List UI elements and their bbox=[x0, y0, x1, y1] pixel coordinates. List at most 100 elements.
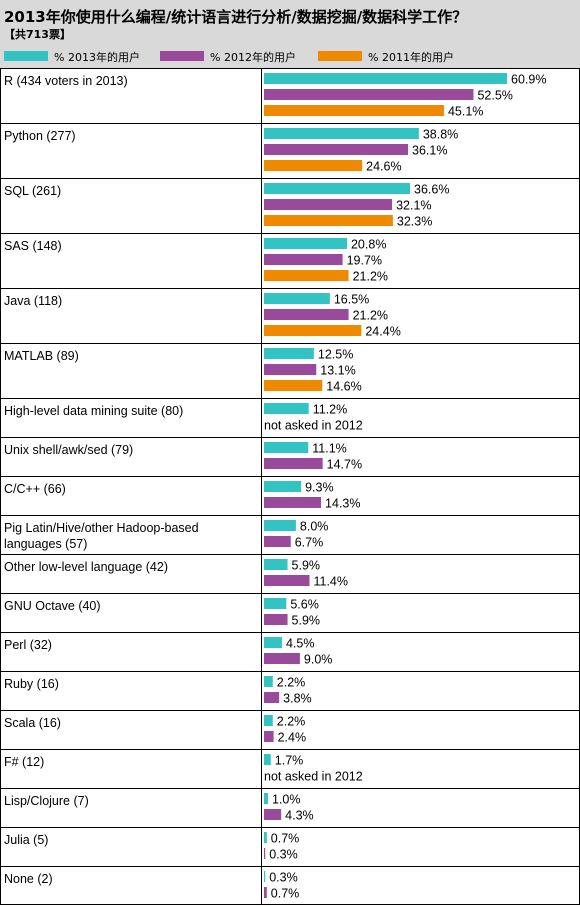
bar-2013 bbox=[264, 348, 314, 359]
category-label: Python (277) bbox=[4, 129, 76, 143]
value-label-2013: 11.2% bbox=[313, 403, 348, 417]
bar-2013 bbox=[264, 128, 419, 139]
value-label-2013: 8.0% bbox=[300, 520, 329, 534]
value-label-2013: 5.9% bbox=[292, 559, 321, 573]
bar-2011 bbox=[264, 105, 444, 116]
bar-2012 bbox=[264, 497, 322, 508]
chart-subtitle: 【共713票】 bbox=[4, 28, 71, 41]
value-label-2013: 2.2% bbox=[277, 676, 306, 690]
value-label-2013: 12.5% bbox=[318, 348, 353, 362]
value-label-2012: 6.7% bbox=[295, 536, 324, 550]
legend-swatch-2013 bbox=[4, 51, 48, 61]
bar-2012 bbox=[264, 692, 280, 703]
value-label-2012: 36.1% bbox=[412, 144, 447, 158]
bar-2012 bbox=[264, 199, 393, 210]
chart-header: 2013年你使用什么编程/统计语言进行分析/数据挖掘/数据科学工作？ 【共713… bbox=[0, 0, 580, 68]
value-label-2011: 14.6% bbox=[326, 380, 361, 394]
value-label-2013: 20.8% bbox=[351, 238, 386, 252]
category-label: Unix shell/awk/sed (79) bbox=[4, 443, 133, 457]
value-label-2012: 9.0% bbox=[304, 653, 333, 667]
bar-2013 bbox=[264, 754, 271, 765]
legend-item-2013: % 2013年的用户 bbox=[4, 48, 144, 64]
value-label-2011: 32.3% bbox=[397, 215, 432, 229]
bar-2011 bbox=[264, 325, 362, 336]
category-label: MATLAB (89) bbox=[4, 349, 79, 363]
category-label: GNU Octave (40) bbox=[4, 599, 101, 613]
bar-2013 bbox=[264, 73, 507, 84]
value-label-2013: 0.7% bbox=[271, 832, 300, 846]
bar-2013 bbox=[264, 676, 273, 687]
category-label: Julia (5) bbox=[4, 833, 48, 847]
value-label-2013: 4.5% bbox=[286, 637, 315, 651]
bar-2013 bbox=[264, 293, 330, 304]
legend-label-2012: % 2012年的用户 bbox=[210, 51, 296, 64]
bar-2012 bbox=[264, 887, 267, 898]
bar-2013 bbox=[264, 637, 282, 648]
value-label-2012: 19.7% bbox=[347, 254, 382, 268]
bar-2011 bbox=[264, 160, 363, 171]
value-label-2011: 21.2% bbox=[353, 270, 388, 284]
bar-2013 bbox=[264, 871, 266, 882]
category-label: None (2) bbox=[4, 872, 53, 886]
value-label-2011: 24.4% bbox=[365, 325, 400, 339]
category-label: F# (12) bbox=[4, 755, 44, 769]
legend-item-2011: % 2011年的用户 bbox=[318, 48, 478, 64]
category-label: High-level data mining suite (80) bbox=[4, 404, 183, 418]
category-label: Lisp/Clojure (7) bbox=[4, 794, 89, 808]
bar-2012 bbox=[264, 848, 266, 859]
bar-2013 bbox=[264, 832, 267, 843]
legend-item-2012: % 2012年的用户 bbox=[160, 48, 310, 64]
bar-2013 bbox=[264, 183, 411, 194]
value-label-2013: 9.3% bbox=[305, 481, 334, 495]
bar-2013 bbox=[264, 598, 287, 609]
bar-2012 bbox=[264, 144, 409, 155]
bar-2012 bbox=[264, 653, 300, 664]
bar-2013 bbox=[264, 238, 347, 249]
bar-2013 bbox=[264, 481, 302, 492]
bar-2012 bbox=[264, 364, 317, 375]
category-label: Ruby (16) bbox=[4, 677, 59, 691]
value-label-2013: 1.0% bbox=[272, 793, 301, 807]
value-label-2011: 45.1% bbox=[448, 105, 483, 119]
category-label: C/C++ (66) bbox=[4, 482, 66, 496]
value-label-2012: 0.7% bbox=[271, 887, 300, 901]
bar-2011 bbox=[264, 380, 323, 391]
bar-2012 bbox=[264, 536, 291, 547]
category-label: Pig Latin/Hive/other Hadoop-based languag… bbox=[4, 521, 199, 551]
bar-2012 bbox=[264, 809, 282, 820]
value-label-2012: 14.3% bbox=[325, 497, 360, 511]
note-label-2012: not asked in 2012 bbox=[264, 770, 363, 784]
value-label-2012: 5.9% bbox=[292, 614, 321, 628]
value-label-2013: 11.1% bbox=[312, 442, 347, 456]
value-label-2013: 16.5% bbox=[334, 293, 369, 307]
legend-label-2011: % 2011年的用户 bbox=[368, 51, 454, 64]
category-label: Other low-level language (42) bbox=[4, 560, 168, 574]
value-label-2013: 60.9% bbox=[511, 73, 546, 87]
category-label: R (434 voters in 2013) bbox=[4, 74, 128, 88]
category-label: SQL (261) bbox=[4, 184, 61, 198]
legend-label-2013: % 2013年的用户 bbox=[54, 51, 140, 64]
bar-2013 bbox=[264, 520, 296, 531]
value-label-2013: 5.6% bbox=[290, 598, 319, 612]
value-label-2013: 36.6% bbox=[414, 183, 449, 197]
value-label-2013: 2.2% bbox=[277, 715, 306, 729]
value-label-2012: 14.7% bbox=[327, 458, 362, 472]
value-label-2012: 3.8% bbox=[283, 692, 312, 706]
bar-2012 bbox=[264, 575, 310, 586]
bar-2012 bbox=[264, 731, 274, 742]
value-label-2013: 38.8% bbox=[423, 128, 458, 142]
bar-2013 bbox=[264, 715, 273, 726]
bar-2012 bbox=[264, 614, 288, 625]
bar-2013 bbox=[264, 559, 288, 570]
bar-2013 bbox=[264, 793, 268, 804]
note-label-2012: not asked in 2012 bbox=[264, 419, 363, 433]
bar-2011 bbox=[264, 215, 393, 226]
chart-title: 2013年你使用什么编程/统计语言进行分析/数据挖掘/数据科学工作？ bbox=[4, 8, 468, 26]
category-label: Java (118) bbox=[4, 294, 62, 308]
bar-2011 bbox=[264, 270, 349, 281]
legend-swatch-2011 bbox=[318, 51, 362, 61]
category-label: SAS (148) bbox=[4, 239, 62, 253]
value-label-2012: 2.4% bbox=[278, 731, 307, 745]
value-label-2013: 1.7% bbox=[275, 754, 304, 768]
bar-2012 bbox=[264, 89, 474, 100]
